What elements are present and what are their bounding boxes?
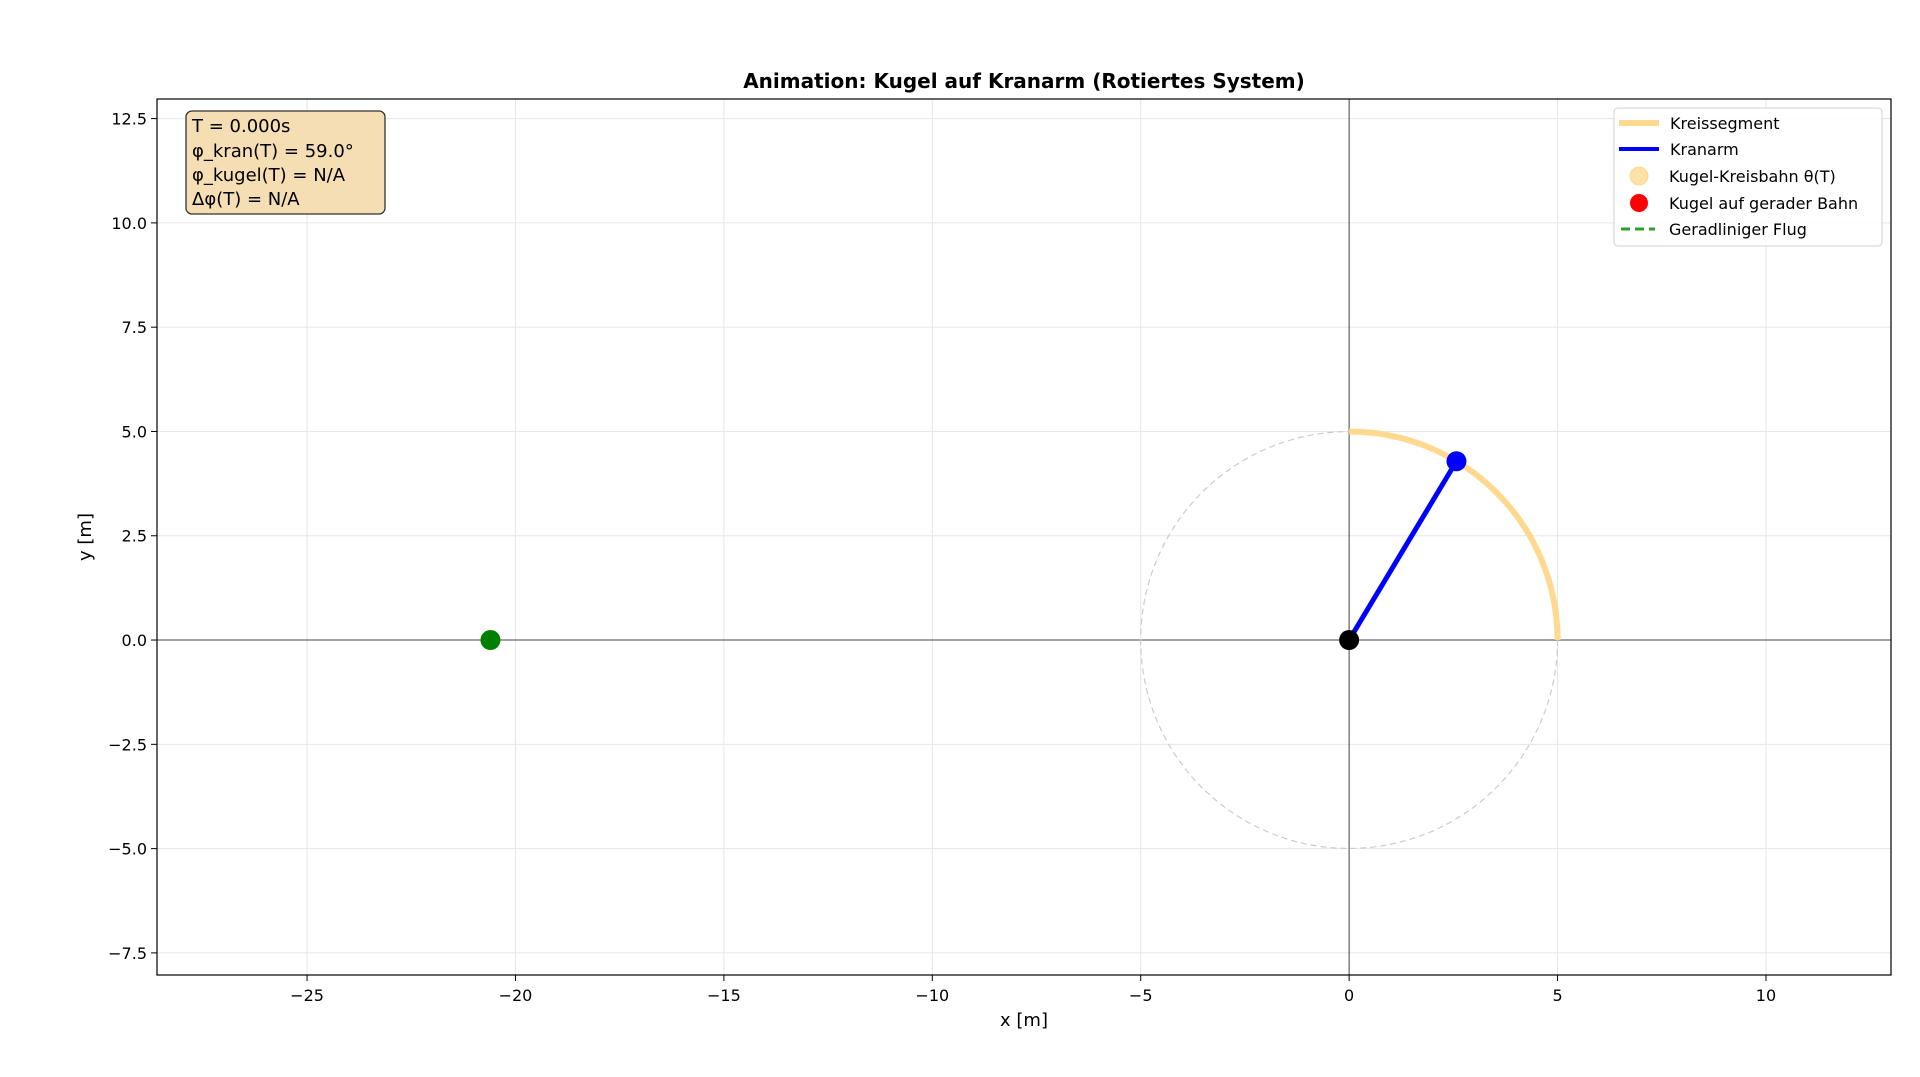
y-tick-label: 10.0 xyxy=(111,214,147,233)
x-tick-label: −10 xyxy=(915,986,949,1005)
legend-label-geradliniger-flug: Geradliniger Flug xyxy=(1669,220,1807,239)
y-tick-label: −7.5 xyxy=(108,944,147,963)
pivot-point xyxy=(1339,630,1360,651)
y-tick-label: −2.5 xyxy=(108,735,147,754)
x-axis-label: x [m] xyxy=(1000,1010,1048,1031)
x-tick-label: −5 xyxy=(1129,986,1153,1005)
x-tick-label: 0 xyxy=(1344,986,1354,1005)
y-tick-label: −5.0 xyxy=(108,840,147,859)
info-time: T = 0.000s xyxy=(191,116,290,137)
y-tick-label: 7.5 xyxy=(122,318,147,337)
y-tick-label: 0.0 xyxy=(122,631,147,650)
y-tick-label: 12.5 xyxy=(111,110,147,129)
chart-title: Animation: Kugel auf Kranarm (Rotiertes … xyxy=(743,69,1305,93)
x-tick-label: −25 xyxy=(290,986,324,1005)
legend-label-kreissegment: Kreissegment xyxy=(1670,114,1780,133)
legend-swatch-kugel-gerade xyxy=(1630,194,1648,212)
y-axis-label: y [m] xyxy=(75,513,96,561)
legend: Kreissegment Kranarm Kugel-Kreisbahn θ(T… xyxy=(1613,107,1883,247)
legend-label-kugel-kreisbahn: Kugel-Kreisbahn θ(T) xyxy=(1669,167,1836,186)
info-box: T = 0.000s φ_kran(T) = 59.0° φ_kugel(T) … xyxy=(185,110,386,215)
x-tick-label: 10 xyxy=(1756,986,1776,1005)
info-phi-kugel: φ_kugel(T) = N/A xyxy=(192,165,346,186)
zero-axes xyxy=(157,99,1891,975)
kranarm-line xyxy=(1346,459,1459,642)
x-tick-label: −20 xyxy=(499,986,533,1005)
chart-marks xyxy=(480,428,1561,850)
kreissegment-arc xyxy=(1349,428,1561,641)
y-tick-label: 5.0 xyxy=(122,422,147,441)
x-tick-label: 5 xyxy=(1552,986,1562,1005)
legend-swatch-kugel-kreisbahn xyxy=(1629,166,1649,186)
legend-label-kranarm: Kranarm xyxy=(1670,140,1739,159)
info-delta-phi: Δφ(T) = N/A xyxy=(192,189,300,210)
ball-point xyxy=(480,630,501,651)
legend-label-kugel-gerade: Kugel auf gerader Bahn xyxy=(1669,194,1858,213)
x-tick-label: −15 xyxy=(707,986,741,1005)
y-tick-label: 2.5 xyxy=(122,527,147,546)
crane-tip-point xyxy=(1446,451,1467,472)
info-phi-kran: φ_kran(T) = 59.0° xyxy=(192,141,354,162)
ticks: −25 −20 −15 −10 −5 0 5 10 −7.5 −5.0 −2.5 0.0 2.5 5.0 7… xyxy=(108,110,1776,1005)
plot-frame xyxy=(156,98,1892,976)
